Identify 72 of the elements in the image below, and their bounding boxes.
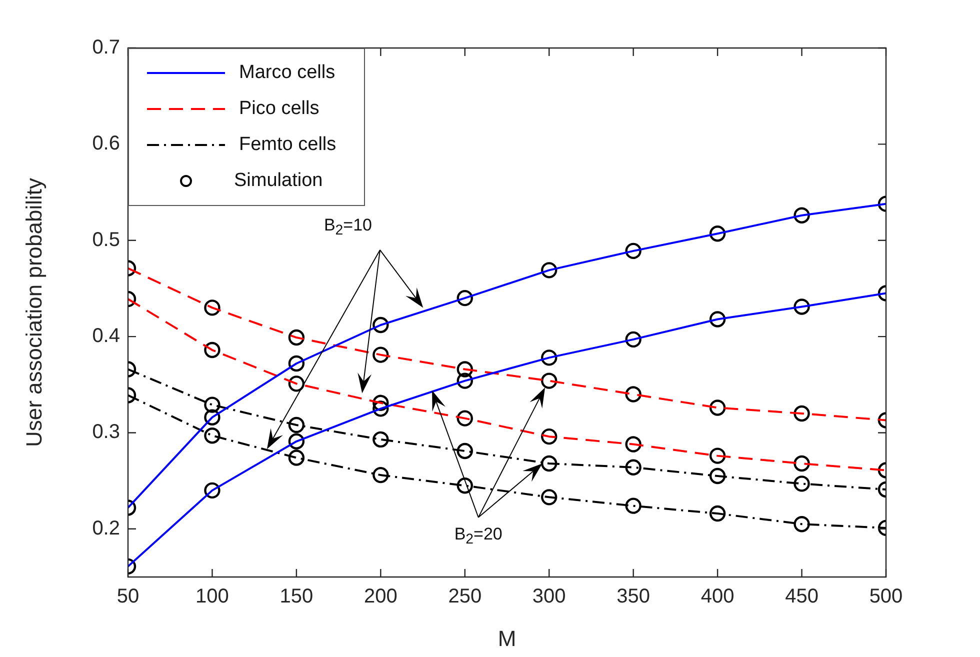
point <box>709 400 726 416</box>
point <box>541 455 558 472</box>
annotation: B$_{2}$=10 <box>324 215 372 239</box>
point <box>541 428 558 445</box>
legend-label: Marco cells <box>239 62 336 84</box>
point <box>456 290 473 306</box>
legend-label: Pico cells <box>239 98 320 120</box>
point <box>204 409 220 426</box>
x-tick-label: 100 <box>196 586 229 608</box>
point <box>288 416 305 434</box>
point <box>456 372 473 389</box>
point <box>709 468 726 484</box>
x-tick-label: 400 <box>700 586 734 608</box>
point <box>541 372 558 389</box>
point <box>204 428 220 444</box>
annotation: B$_{2}$=20 <box>454 524 502 548</box>
point <box>372 346 389 363</box>
x-tick-label: 350 <box>616 586 650 608</box>
point <box>204 396 220 413</box>
point <box>794 516 810 532</box>
y-tick-label: 0.5 <box>92 228 120 251</box>
point <box>709 505 726 522</box>
point <box>372 400 389 417</box>
point <box>625 386 642 402</box>
point <box>625 331 642 348</box>
point <box>625 242 642 260</box>
point <box>204 482 220 499</box>
point <box>794 298 810 315</box>
x-tick-label: 50 <box>116 586 140 608</box>
point <box>625 436 642 452</box>
point <box>709 311 726 328</box>
point <box>625 498 642 514</box>
point <box>288 450 305 466</box>
x-tick-label: 500 <box>869 586 903 608</box>
x-tick-label: 200 <box>364 586 398 608</box>
point <box>204 300 220 316</box>
point <box>372 394 389 412</box>
x-tick-label: 150 <box>280 586 314 608</box>
point <box>288 355 305 372</box>
point <box>794 207 810 224</box>
point <box>288 329 305 346</box>
point <box>288 433 305 450</box>
y-tick-label: 0.7 <box>92 36 120 59</box>
x-tick-label: 450 <box>785 586 818 608</box>
point <box>541 489 558 506</box>
point <box>541 262 558 278</box>
legend-label: Femto cells <box>239 134 336 156</box>
point <box>204 342 220 358</box>
point <box>456 410 473 426</box>
point <box>288 376 305 392</box>
point <box>709 448 726 464</box>
legend-label: Simulation <box>234 170 323 192</box>
y-tick-label: 0.2 <box>92 517 120 540</box>
y-tick-label: 0.4 <box>92 325 120 348</box>
point <box>794 455 810 472</box>
y-axis-title: User association probability <box>21 178 46 448</box>
point <box>625 459 642 476</box>
point <box>456 361 473 378</box>
x-tick-label: 300 <box>532 586 566 608</box>
point <box>541 350 558 366</box>
point <box>709 226 726 242</box>
point <box>372 466 389 484</box>
x-tick-label: 250 <box>448 586 482 608</box>
y-tick-label: 0.6 <box>92 132 120 155</box>
y-tick-label: 0.3 <box>92 421 120 444</box>
x-axis-title: M <box>498 626 516 651</box>
point <box>794 476 810 492</box>
point <box>456 478 473 494</box>
point <box>372 316 389 334</box>
point <box>794 405 810 422</box>
point <box>372 431 389 448</box>
point <box>456 442 473 460</box>
